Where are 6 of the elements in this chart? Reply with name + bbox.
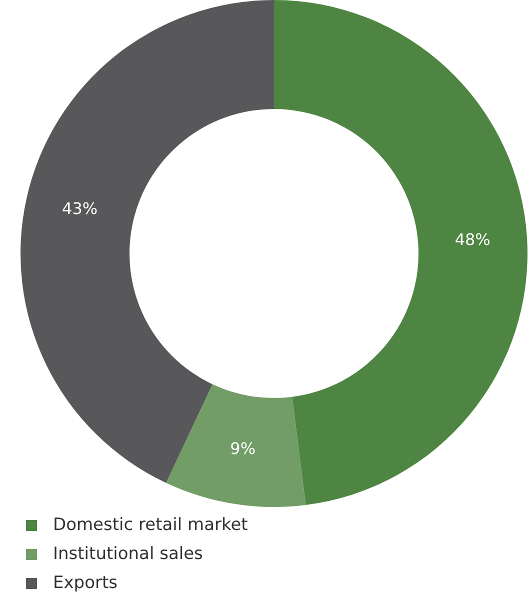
legend-label: Institutional sales [53,544,203,564]
legend-label: Exports [53,573,118,593]
data-label: 9% [230,439,256,458]
legend-label: Domestic retail market [53,515,248,535]
data-label: 48% [454,230,490,250]
data-label: 43% [62,199,98,218]
